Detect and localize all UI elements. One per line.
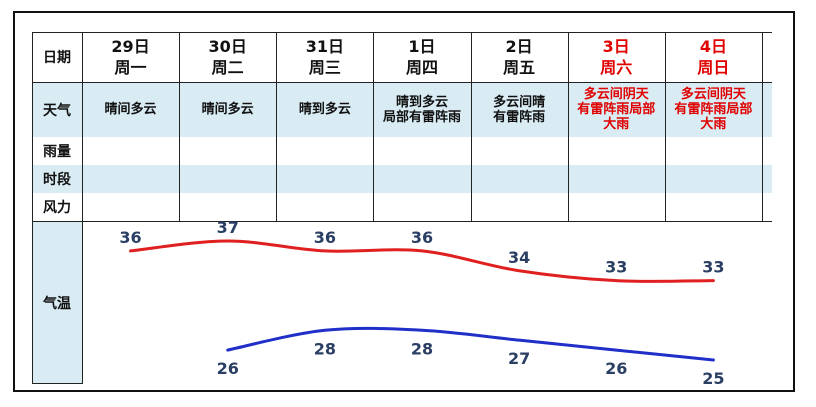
day-weekday: 周日 (697, 58, 730, 77)
high-temp-label: 36 (314, 228, 336, 247)
day-weekday: 周一 (114, 58, 147, 77)
day-date: 30日 (208, 37, 247, 56)
day-header: 1日周四 (373, 32, 470, 82)
high-temp-label: 33 (605, 258, 627, 277)
low-temp-label: 26 (605, 359, 627, 378)
day-weather: 多云间晴 有雷阵雨 (471, 82, 568, 137)
high-temp-label: 33 (702, 258, 724, 277)
low-temp-label: 25 (702, 369, 724, 384)
rain-row-bg (32, 137, 772, 165)
day-weekday: 周四 (405, 58, 438, 77)
row-label-period: 时段 (43, 172, 71, 188)
grid-line (32, 32, 772, 33)
high-temp-label: 36 (411, 228, 433, 247)
weather-row-bg (32, 82, 772, 137)
weather-text-line: 多云间阴天 (583, 87, 649, 102)
weather-text-line: 有雷阵雨局部 (674, 102, 753, 117)
low-temp-label: 27 (508, 349, 530, 368)
day-weather: 多云间阴天 有雷阵雨局部 大雨 (568, 82, 665, 137)
day-header: 4日周日 (665, 32, 762, 82)
day-weekday: 周三 (308, 58, 341, 77)
day-date: 2日 (505, 37, 533, 56)
row-label-rain: 雨量 (43, 144, 71, 160)
day-header: 30日周二 (179, 32, 276, 82)
high-temp-label: 34 (508, 248, 530, 267)
low-temp-line (226, 326, 715, 362)
grid-line (276, 32, 278, 221)
low-temp-label: 26 (217, 359, 239, 378)
day-header: 3日周六 (568, 32, 665, 82)
weather-text-line: 有雷阵雨 (493, 109, 546, 125)
temperature-chart: 36 37 36 36 34 33 33 26 28 28 27 26 25 (119, 218, 724, 384)
weather-text-line: 多云间阴天 (680, 87, 746, 102)
row-label-date: 日期 (43, 50, 71, 66)
day-weather: 晴间多云 (179, 82, 276, 137)
day-date: 29日 (111, 37, 150, 56)
wind-row-bg (32, 193, 772, 221)
weather-text-line: 大雨 (700, 117, 727, 132)
day-weather: 晴间多云 (82, 82, 179, 137)
time-row-bg (32, 165, 772, 193)
day-weather: 多云间阴天 有雷阵雨局部 大雨 (665, 82, 762, 137)
weather-text-line: 多云间晴 (493, 94, 546, 110)
grid-line (664, 32, 666, 221)
day-date: 1日 (408, 37, 436, 56)
day-weather: 晴到多云 局部有雷阵雨 (373, 82, 470, 137)
weather-text-line: 晴间多云 (201, 102, 254, 117)
low-temp-label: 28 (411, 339, 433, 358)
day-weekday: 周五 (503, 58, 536, 77)
grid-line (32, 32, 33, 384)
row-label-temp: 气温 (43, 295, 71, 312)
high-temp-label: 36 (119, 228, 141, 247)
weather-text-line: 晴到多云 (298, 102, 351, 117)
weather-text-line: 大雨 (603, 117, 630, 132)
day-date: 3日 (602, 37, 630, 56)
row-label-wind: 风力 (43, 200, 71, 216)
day-header: 29日周一 (82, 32, 179, 82)
grid-line (82, 32, 83, 384)
day-weekday: 周二 (211, 58, 244, 77)
high-temp-label: 37 (217, 218, 239, 237)
day-date: 4日 (699, 37, 727, 56)
weather-text-line: 晴间多云 (104, 102, 157, 117)
grid-line (32, 82, 772, 83)
weather-text-line: 晴到多云 (395, 94, 448, 110)
day-header: 2日周五 (471, 32, 568, 82)
day-date: 31日 (305, 37, 344, 56)
grid-line (32, 383, 82, 384)
grid-line (761, 32, 763, 221)
high-temp-line (129, 239, 715, 283)
day-header: 31日周三 (276, 32, 373, 82)
day-weather: 晴到多云 (276, 82, 373, 137)
forecast-table: 日期 天气 雨量 时段 风力 气温 29日周一晴间多云 30日周二晴间多云 31日周… (32, 32, 772, 384)
grid-line (373, 32, 375, 221)
grid-line (567, 32, 569, 221)
header-row-bg (32, 32, 772, 82)
day-weekday: 周六 (600, 58, 633, 77)
grid-line (179, 32, 181, 221)
low-temp-label: 28 (314, 339, 336, 358)
weather-text-line: 局部有雷阵雨 (382, 109, 461, 125)
grid-line (470, 32, 472, 221)
row-label-weather: 天气 (43, 102, 71, 119)
temp-label-bg (32, 221, 82, 384)
grid-line (32, 221, 772, 222)
weather-text-line: 有雷阵雨局部 (577, 102, 656, 117)
